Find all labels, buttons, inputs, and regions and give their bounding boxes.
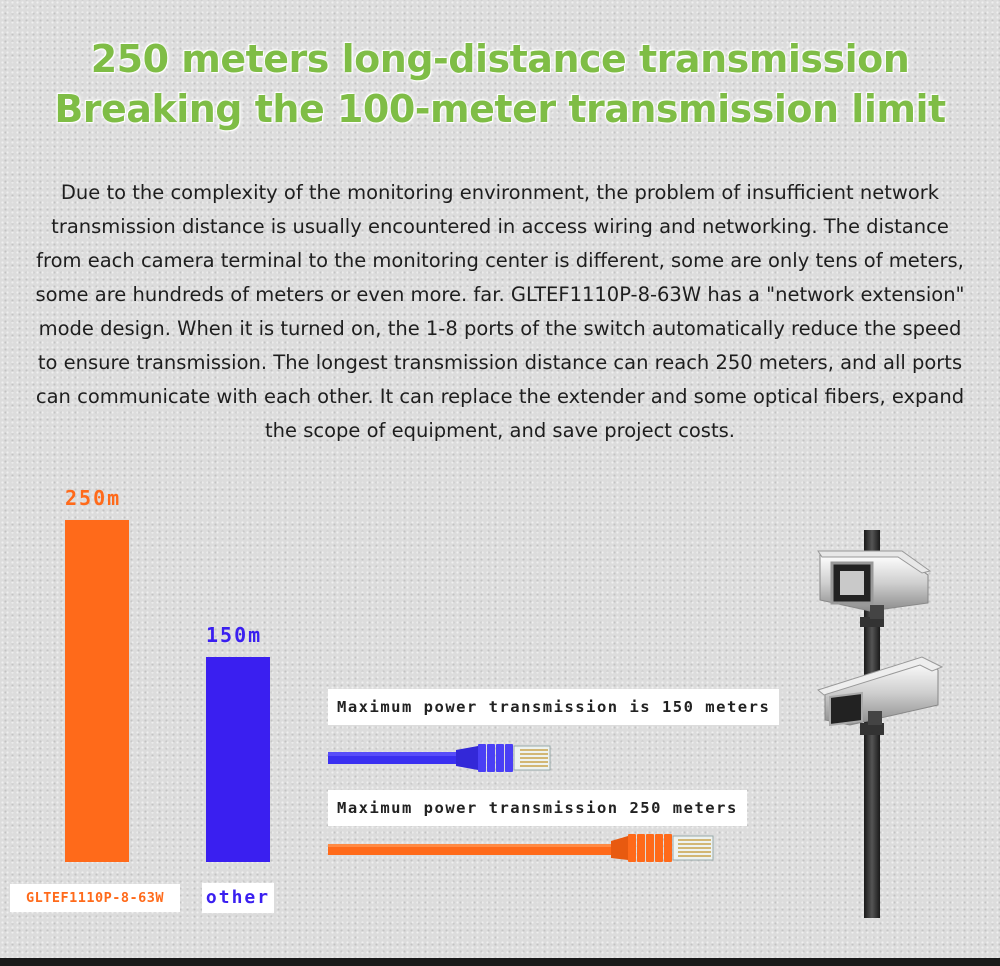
bar-value-label-1: 150m [206, 623, 263, 647]
description-paragraph: Due to the complexity of the monitoring … [35, 181, 965, 442]
bar-category-label-1: other [202, 883, 274, 913]
cctv-camera-icon [816, 530, 944, 918]
page-title-line-2: Breaking the 100-meter transmission limi… [54, 87, 946, 131]
bar-value-label-0: 250m [65, 486, 122, 510]
orange-rj45-cable-icon [328, 834, 714, 862]
page-title-line-1: 250 meters long-distance transmission [90, 37, 910, 81]
bar-category-label-0: GLTEF1110P-8-63W [10, 884, 180, 912]
footer-strip [0, 958, 1000, 966]
blue-rj45-cable-icon [328, 744, 551, 772]
bar-0 [65, 520, 129, 862]
blue-cable-caption: Maximum power transmission is 150 meters [328, 689, 780, 725]
orange-cable-caption: Maximum power transmission 250 meters [328, 790, 747, 826]
bar-1 [206, 657, 270, 862]
